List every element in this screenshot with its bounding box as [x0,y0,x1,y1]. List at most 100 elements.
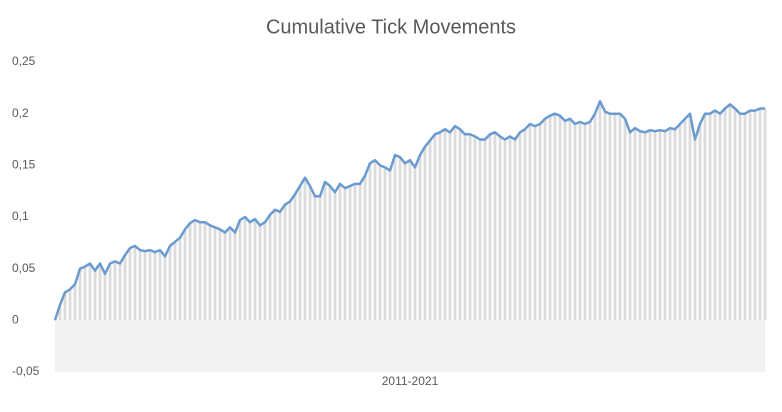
area-bar [248,222,252,321]
area-bar [268,214,272,321]
area-bar [358,183,362,321]
area-bar [608,113,612,321]
area-bar [123,255,127,321]
area-bar [718,113,722,321]
area-bar [528,124,532,321]
area-bar [498,136,502,321]
area-bar [108,263,112,321]
area-bar [398,157,402,321]
area-bar [433,134,437,321]
area-bar [508,136,512,321]
area-bar [673,129,677,321]
area-bar [678,124,682,321]
area-bar [473,136,477,321]
area-bar [78,268,82,321]
area-bar [658,130,662,321]
area-bar [278,211,282,321]
area-bar [753,110,757,321]
area-bar [253,219,257,321]
area-bar [188,223,192,321]
area-bar [748,110,752,321]
area-bar [198,222,202,321]
area-bar [318,196,322,321]
area-bar [153,252,157,321]
area-bar [128,248,132,321]
area-bar [373,160,377,321]
area-bar [638,131,642,321]
area-bar [148,250,152,321]
area-bar [758,108,762,321]
area-bar [243,217,247,321]
area-bar [738,113,742,321]
area-bar [583,124,587,321]
area-bar [238,220,242,321]
area-bar [653,131,657,321]
area-bar [723,108,727,321]
area-bar [378,165,382,321]
area-bar [618,113,622,321]
area-bar [633,128,637,321]
area-bar [58,304,62,321]
area-bar [293,194,297,321]
area-bar [368,163,372,321]
area-bar [493,132,497,321]
area-bar [298,186,302,321]
area-bar [438,132,442,321]
area-bar [698,124,702,321]
area-bar [158,250,162,321]
area-bar [308,186,312,321]
area-bar [688,113,692,321]
area-bar [663,131,667,321]
area-bar [693,139,697,321]
area-bar [443,129,447,321]
y-tick-label: -0,05 [12,364,40,378]
area-bar [708,113,712,321]
area-bar [328,186,332,321]
x-axis-label: 2011-2021 [382,374,439,388]
area-bar [173,241,177,321]
area-bar [578,121,582,321]
area-bar [468,134,472,321]
area-bar [603,111,607,321]
area-bar [303,177,307,321]
area-bar [523,129,527,321]
area-bar [558,115,562,321]
area-bar [273,209,277,321]
area-bar [143,251,147,321]
data-line [53,100,765,321]
area-bar [623,118,627,321]
area-bar [593,113,597,321]
y-tick-label: 0,2 [12,106,29,120]
area-bar [83,266,87,321]
area-bar [563,120,567,321]
area-bar [393,155,397,321]
negative-region [55,320,765,372]
area-bar [518,132,522,321]
area-bar [258,225,262,321]
area-bar [453,126,457,321]
area-bar [543,118,547,321]
area-bar [138,250,142,321]
area-bar [643,132,647,321]
area-bar [183,229,187,321]
area-bar [63,292,67,321]
area-bar [338,183,342,321]
area-bar [423,146,427,321]
area-bar [588,121,592,321]
area-bar [428,140,432,321]
area-bar [343,188,347,321]
area-bar [598,101,602,321]
y-tick-label: 0,1 [12,209,29,223]
area-bar [458,129,462,321]
area-bar [763,108,767,321]
area-bar [93,270,97,321]
area-bar [348,186,352,321]
area-bar [548,115,552,321]
area-bar [573,124,577,321]
area-bar [113,261,117,321]
area-bar [668,128,672,321]
area-bar [403,163,407,321]
area-bar [388,170,392,321]
area-bar [503,139,507,321]
